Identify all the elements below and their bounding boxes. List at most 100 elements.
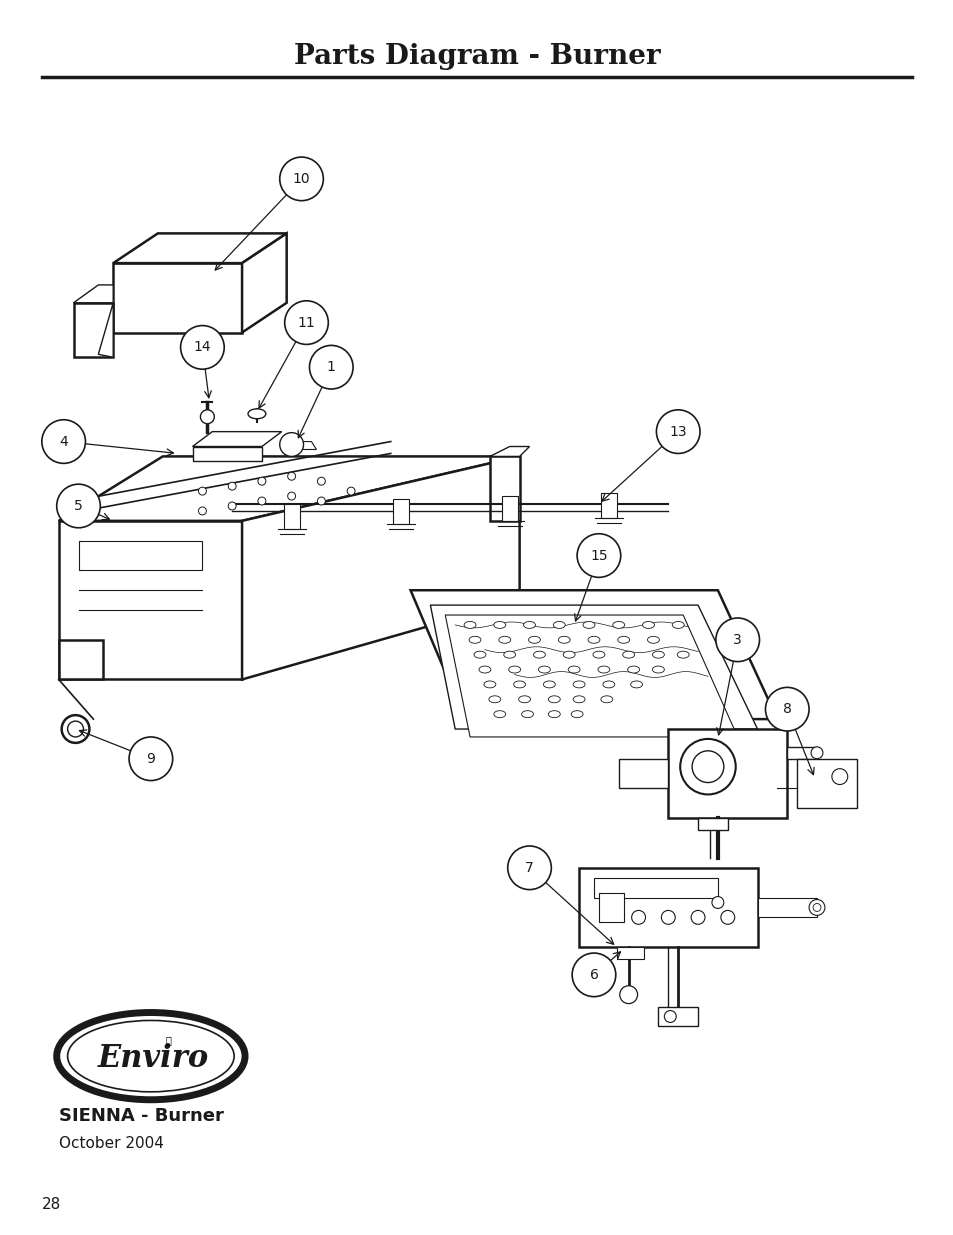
Polygon shape [98,303,113,357]
Circle shape [198,487,206,495]
Circle shape [198,508,206,515]
Text: 4: 4 [59,435,68,448]
Polygon shape [59,457,519,521]
Text: 7: 7 [524,861,534,874]
Text: 15: 15 [590,548,607,563]
Circle shape [279,157,323,200]
Circle shape [56,484,100,527]
Polygon shape [617,947,643,960]
Polygon shape [59,521,242,679]
Ellipse shape [488,695,500,703]
Text: October 2004: October 2004 [59,1136,163,1151]
Ellipse shape [548,710,559,718]
Circle shape [347,487,355,495]
Ellipse shape [68,1020,233,1092]
Polygon shape [242,233,287,332]
Text: 28: 28 [42,1197,61,1213]
Ellipse shape [622,651,634,658]
Text: 10: 10 [293,172,310,185]
Bar [598,893,623,923]
Text: 🔥: 🔥 [166,1035,172,1045]
Polygon shape [73,303,113,357]
Circle shape [660,910,675,924]
Text: 13: 13 [669,425,686,438]
Ellipse shape [642,621,654,629]
Circle shape [284,301,328,345]
Text: 6: 6 [589,968,598,982]
Text: 3: 3 [733,632,741,647]
Polygon shape [658,1007,698,1026]
Circle shape [228,482,236,490]
Circle shape [62,715,90,743]
Circle shape [663,1010,676,1023]
Polygon shape [242,457,519,679]
Ellipse shape [573,695,584,703]
Ellipse shape [571,710,582,718]
Ellipse shape [508,666,520,673]
Ellipse shape [494,621,505,629]
Circle shape [690,910,704,924]
Polygon shape [193,447,262,462]
Ellipse shape [494,710,505,718]
Circle shape [180,326,224,369]
Ellipse shape [677,651,688,658]
Circle shape [631,910,645,924]
Polygon shape [600,493,617,517]
Ellipse shape [627,666,639,673]
Polygon shape [78,541,202,571]
Ellipse shape [630,680,642,688]
Ellipse shape [543,680,555,688]
Polygon shape [618,758,668,788]
Ellipse shape [483,680,496,688]
Ellipse shape [248,409,266,419]
Circle shape [257,477,266,485]
Ellipse shape [558,636,570,643]
Ellipse shape [518,695,530,703]
Text: Enviro: Enviro [97,1042,209,1073]
Polygon shape [393,499,408,524]
Ellipse shape [56,1013,245,1099]
Polygon shape [113,263,242,332]
Polygon shape [113,233,287,263]
Circle shape [507,846,551,889]
Polygon shape [578,868,757,947]
Circle shape [577,534,620,577]
Ellipse shape [652,666,663,673]
Polygon shape [501,496,517,521]
Ellipse shape [647,636,659,643]
Circle shape [228,501,236,510]
Circle shape [831,768,847,784]
Circle shape [764,688,808,731]
Polygon shape [490,447,529,457]
Ellipse shape [474,651,485,658]
Circle shape [129,737,172,781]
Circle shape [279,432,303,457]
Circle shape [808,899,824,915]
Polygon shape [430,605,757,729]
Circle shape [720,910,734,924]
Ellipse shape [612,621,624,629]
Ellipse shape [598,666,609,673]
Text: SIENNA - Burner: SIENNA - Burner [59,1107,223,1125]
Ellipse shape [602,680,614,688]
Ellipse shape [463,621,476,629]
Ellipse shape [528,636,539,643]
Circle shape [288,472,295,480]
Ellipse shape [523,621,535,629]
Circle shape [288,492,295,500]
Bar [698,819,727,830]
Ellipse shape [553,621,564,629]
Ellipse shape [478,666,491,673]
Polygon shape [757,898,816,918]
Ellipse shape [593,651,604,658]
Ellipse shape [587,636,599,643]
Text: 5: 5 [74,499,83,513]
Polygon shape [283,504,299,529]
Ellipse shape [573,680,584,688]
Ellipse shape [568,666,579,673]
Polygon shape [59,640,103,679]
Ellipse shape [582,621,595,629]
Circle shape [810,747,822,758]
Ellipse shape [537,666,550,673]
Text: 11: 11 [297,316,315,330]
